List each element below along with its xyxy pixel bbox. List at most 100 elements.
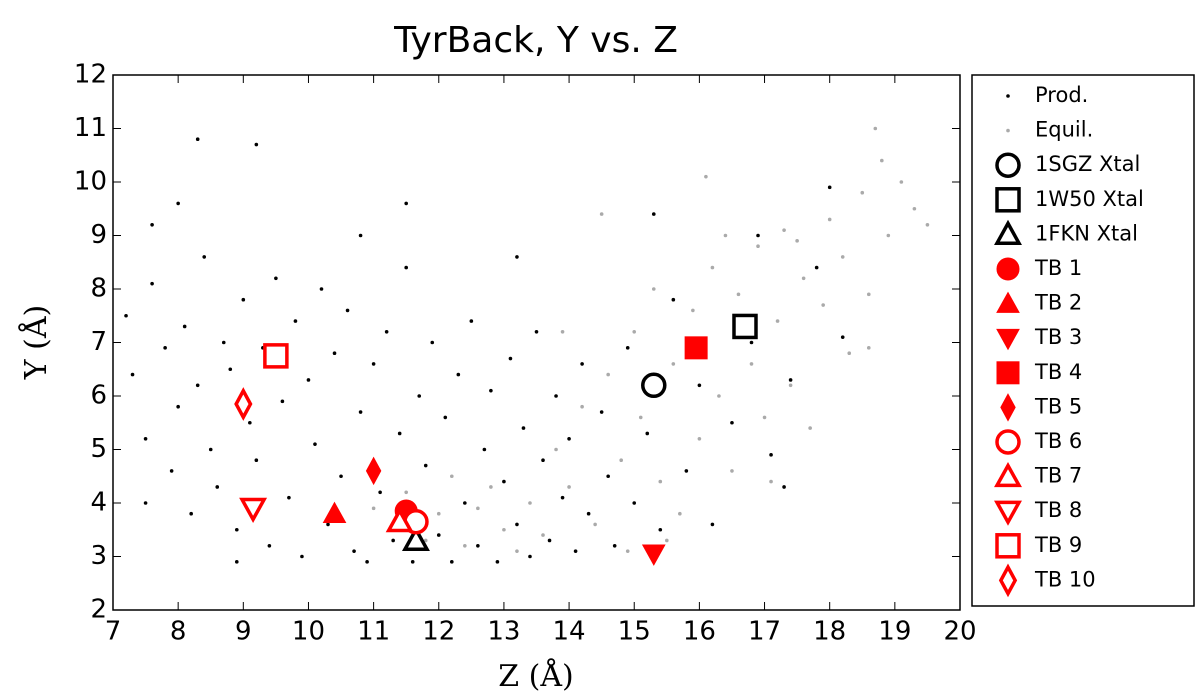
point	[554, 447, 558, 452]
point	[515, 255, 519, 259]
point	[651, 287, 656, 291]
point	[404, 490, 408, 495]
point	[717, 394, 721, 398]
point	[749, 340, 754, 345]
point	[195, 383, 200, 388]
x-axis-label: Z (Å)	[498, 658, 573, 694]
point	[417, 394, 422, 398]
point	[684, 469, 689, 473]
point	[195, 137, 200, 141]
point	[534, 330, 539, 334]
point	[788, 383, 793, 388]
point	[710, 265, 715, 270]
point	[606, 372, 610, 377]
point	[567, 485, 571, 489]
point	[332, 351, 337, 356]
point	[847, 351, 852, 356]
point	[866, 292, 871, 297]
point	[482, 447, 487, 452]
x-tick-label: 16	[683, 617, 716, 647]
point	[352, 549, 356, 553]
point	[704, 174, 708, 179]
x-tick-label: 15	[618, 617, 651, 647]
point	[788, 378, 793, 382]
marker	[263, 343, 289, 369]
marker	[365, 456, 382, 486]
point	[463, 544, 467, 548]
point	[814, 265, 819, 270]
point	[827, 185, 832, 190]
legend-marker	[994, 461, 1022, 488]
legend-marker	[1000, 393, 1016, 422]
point	[560, 495, 565, 500]
y-tick-label: 12	[74, 60, 107, 90]
point	[469, 319, 474, 323]
point	[606, 474, 610, 479]
legend-marker	[995, 533, 1021, 559]
point	[287, 495, 291, 500]
point	[208, 447, 213, 452]
point	[925, 223, 930, 227]
point	[476, 506, 480, 511]
point	[619, 458, 623, 463]
point	[404, 265, 408, 270]
marker	[385, 507, 414, 533]
point	[586, 511, 591, 516]
point	[769, 479, 773, 484]
point	[358, 233, 363, 238]
point	[495, 560, 500, 564]
point	[515, 549, 519, 553]
legend-marker	[995, 429, 1021, 455]
point	[313, 442, 317, 446]
legend-marker	[1006, 94, 1010, 98]
point	[632, 330, 637, 334]
legend-marker	[996, 328, 1020, 351]
point	[228, 367, 233, 372]
point	[730, 469, 734, 473]
point	[241, 297, 246, 302]
point	[710, 522, 715, 527]
point	[671, 297, 676, 302]
legend-label: TB 1	[1034, 256, 1082, 280]
x-tick-label: 7	[105, 617, 122, 647]
x-tick-label: 8	[170, 617, 187, 647]
y-axis-label: Y (Å)	[18, 305, 54, 380]
x-tick-label: 11	[357, 617, 390, 647]
point	[821, 303, 825, 307]
point	[489, 485, 493, 489]
point	[730, 420, 734, 425]
point	[254, 142, 259, 147]
point	[202, 255, 207, 259]
legend-label: 1SGZ Xtal	[1035, 152, 1140, 176]
legend-label: TB 6	[1034, 429, 1082, 453]
point	[169, 469, 174, 473]
marker	[322, 501, 347, 523]
point	[697, 383, 702, 388]
point	[358, 410, 363, 414]
point	[775, 319, 780, 323]
point	[410, 560, 415, 564]
point	[528, 501, 532, 505]
point	[541, 458, 545, 463]
point	[866, 346, 871, 350]
point	[749, 362, 754, 366]
point	[625, 346, 630, 350]
legend-label: Equil.	[1035, 118, 1093, 142]
legend-label: TB 4	[1034, 360, 1082, 384]
x-tick-label: 13	[487, 617, 520, 647]
point	[658, 479, 663, 484]
point	[782, 485, 786, 489]
point	[801, 276, 806, 281]
marker	[239, 497, 268, 523]
point	[248, 420, 252, 425]
point	[371, 362, 376, 366]
point	[430, 340, 435, 345]
marker	[401, 525, 430, 551]
point	[404, 201, 408, 206]
point	[130, 372, 135, 377]
point	[580, 362, 584, 366]
legend-marker	[994, 219, 1022, 245]
point	[293, 319, 298, 323]
